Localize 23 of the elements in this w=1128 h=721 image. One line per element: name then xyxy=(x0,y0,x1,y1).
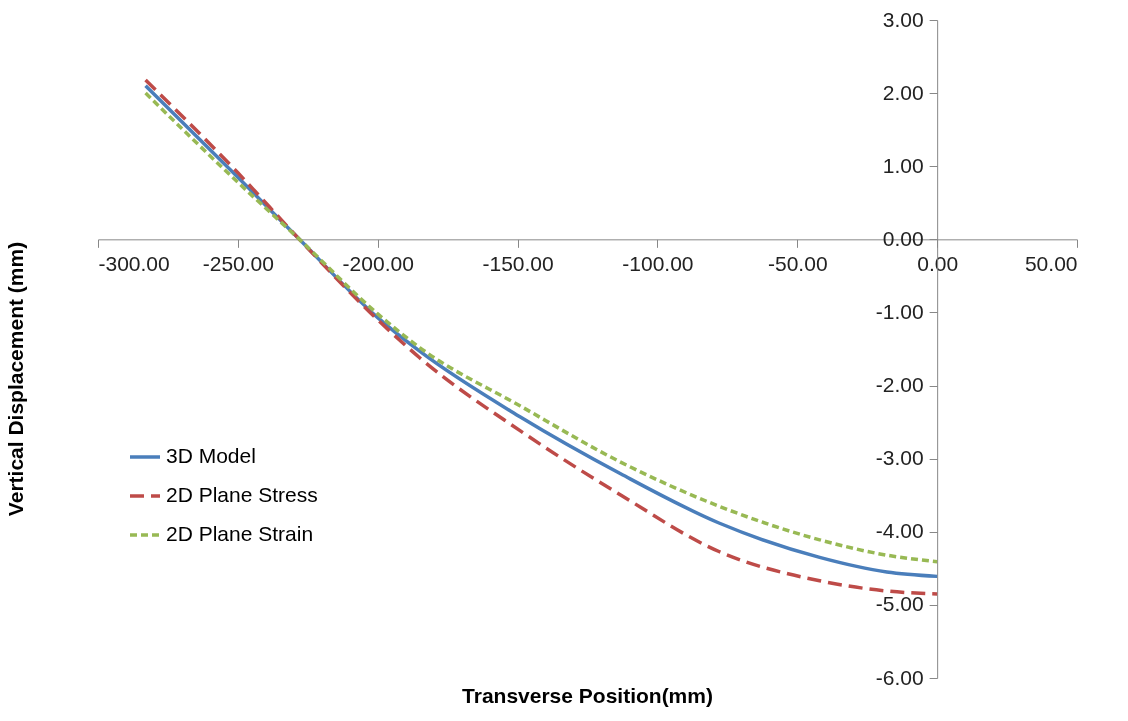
y-tick-label: -4.00 xyxy=(875,519,924,543)
legend-label: 2D Plane Strain xyxy=(166,522,314,545)
y-tick-label: 3.00 xyxy=(882,7,924,31)
y-tick-label: 0.00 xyxy=(882,226,924,250)
x-tick-label: 0.00 xyxy=(917,251,959,275)
y-tick-label: -5.00 xyxy=(875,592,924,616)
y-tick-label: 1.00 xyxy=(882,153,924,177)
y-tick-label: -2.00 xyxy=(875,373,924,397)
x-tick-label: -150.00 xyxy=(482,251,554,275)
x-tick-label: -300.00 xyxy=(98,251,170,275)
legend-label: 2D Plane Stress xyxy=(166,483,318,506)
x-tick-label: -50.00 xyxy=(768,251,828,275)
legend-label: 3D Model xyxy=(166,444,256,467)
y-tick-label: -6.00 xyxy=(875,665,924,689)
y-tick-label: -3.00 xyxy=(875,446,924,470)
x-tick-label: 50.00 xyxy=(1024,251,1078,275)
x-tick-label: -100.00 xyxy=(622,251,694,275)
y-tick-label: 2.00 xyxy=(882,80,924,104)
x-axis-title: Transverse Position(mm) xyxy=(462,684,713,707)
x-tick-label: -200.00 xyxy=(342,251,414,275)
y-axis-title: Vertical Displacement (mm) xyxy=(4,241,27,517)
y-tick-label: -1.00 xyxy=(875,299,924,323)
x-tick-label: -250.00 xyxy=(202,251,274,275)
